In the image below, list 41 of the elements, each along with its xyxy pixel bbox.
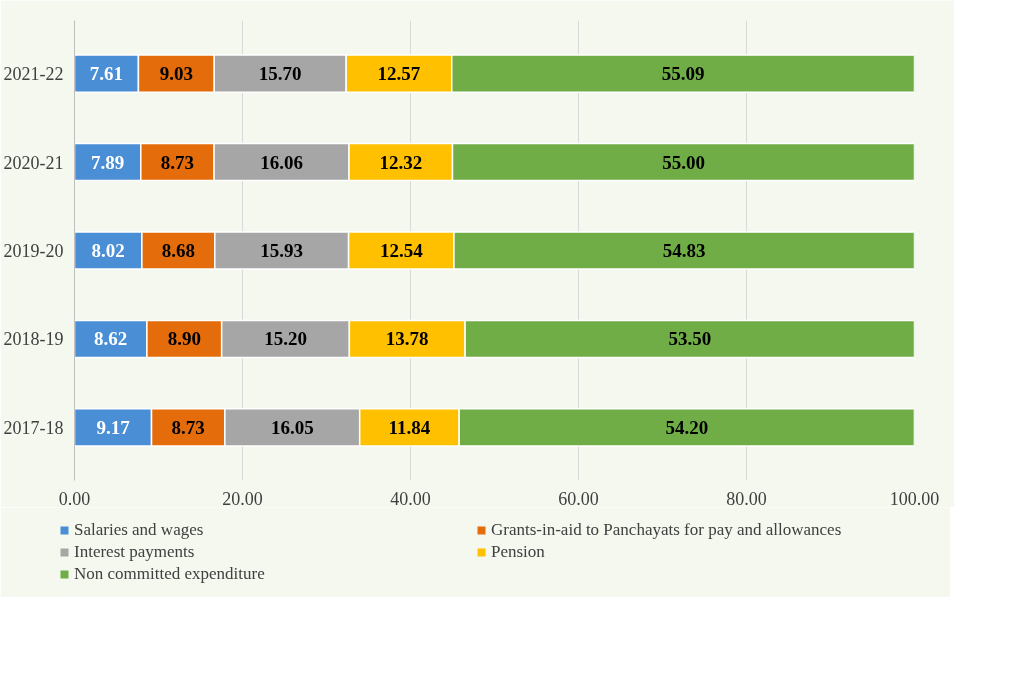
x-tick-label: 80.00 xyxy=(726,488,767,509)
data-label: 9.17 xyxy=(96,416,131,438)
data-label: 8.73 xyxy=(171,416,205,438)
data-label: 8.90 xyxy=(167,328,201,350)
data-label: 8.73 xyxy=(160,151,195,173)
data-label: 15.20 xyxy=(264,328,307,350)
y-tick-label: 2021-22 xyxy=(3,64,64,85)
legend-label: Grants-in-aid to Panchayats for pay and allowances xyxy=(491,520,843,540)
legend-label: Salaries and wages xyxy=(74,520,205,540)
legend-label: Interest payments xyxy=(74,542,196,562)
data-label: 16.05 xyxy=(270,416,314,438)
data-label: 11.84 xyxy=(388,416,431,438)
data-label: 15.70 xyxy=(258,63,302,85)
data-label: 53.50 xyxy=(668,328,712,350)
data-label: 8.02 xyxy=(91,240,125,261)
data-label: 15.93 xyxy=(260,240,304,261)
data-label: 12.54 xyxy=(379,240,424,261)
data-label: 16.06 xyxy=(260,151,303,173)
data-label: 55.09 xyxy=(661,63,705,85)
data-label: 8.62 xyxy=(94,328,128,350)
x-tick-label: 40.00 xyxy=(390,488,431,509)
data-label: 13.78 xyxy=(385,328,429,350)
x-tick-label: 60.00 xyxy=(558,488,599,509)
data-label: 12.32 xyxy=(379,151,423,173)
x-tick-label: 100.00 xyxy=(889,488,940,509)
data-label: 8.68 xyxy=(161,240,195,261)
legend-label: Non committed expenditure xyxy=(74,564,266,584)
data-label: 7.61 xyxy=(89,63,124,85)
y-tick-label: 2019-20 xyxy=(3,241,64,261)
x-tick-label: 0.00 xyxy=(58,488,91,509)
data-label: 54.83 xyxy=(662,240,706,261)
data-label: 7.89 xyxy=(91,151,125,173)
data-label: 55.00 xyxy=(662,151,705,173)
data-label: 9.03 xyxy=(159,63,193,85)
y-tick-label: 2017-18 xyxy=(3,417,64,438)
x-tick-label: 20.00 xyxy=(222,488,263,509)
legend-label: Pension xyxy=(491,542,546,562)
y-tick-label: 2020-21 xyxy=(3,152,64,173)
data-label: 12.57 xyxy=(377,63,421,85)
data-label: 54.20 xyxy=(665,416,709,438)
y-tick-label: 2018-19 xyxy=(3,329,64,350)
